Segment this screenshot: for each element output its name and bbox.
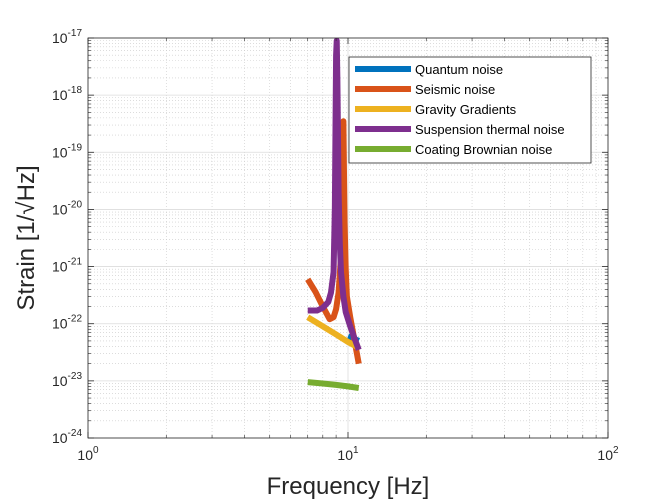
- y-tick-label: 10-19: [52, 142, 82, 160]
- legend-label-quantum-noise: Quantum noise: [415, 62, 503, 77]
- y-tick-label: 10-24: [52, 428, 82, 446]
- y-tick-exponent: -18: [68, 85, 83, 96]
- y-tick-label: 10-22: [52, 314, 82, 332]
- y-tick-base: 10: [52, 373, 68, 389]
- legend-label-coating-brownian-noise: Coating Brownian noise: [415, 142, 552, 157]
- legend-label-gravity-gradients: Gravity Gradients: [415, 102, 517, 117]
- y-tick-label: 10-18: [52, 85, 82, 103]
- y-tick-exponent: -17: [68, 28, 83, 39]
- x-tick-label: 100: [77, 445, 99, 463]
- y-tick-exponent: -23: [68, 371, 83, 382]
- y-axis-label: Strain [1/√Hz]: [13, 165, 40, 310]
- y-tick-exponent: -21: [68, 257, 83, 268]
- y-tick-exponent: -20: [68, 199, 83, 210]
- y-tick-base: 10: [52, 201, 68, 217]
- y-tick-base: 10: [52, 144, 68, 160]
- legend: Quantum noise Seismic noise Gravity Gradie…: [348, 56, 592, 164]
- y-tick-label: 10-21: [52, 257, 82, 275]
- y-tick-base: 10: [52, 430, 68, 446]
- y-tick-base: 10: [52, 259, 68, 275]
- y-tick-exponent: -24: [68, 428, 83, 439]
- series-line-gravity-gradients: [306, 314, 361, 351]
- legend-label-suspension-thermal-noise: Suspension thermal noise: [415, 122, 565, 137]
- x-tick-labels: 100 101 102: [77, 445, 619, 463]
- series-layer: [305, 38, 362, 391]
- y-tick-base: 10: [52, 30, 68, 46]
- x-tick-label: 101: [337, 445, 359, 463]
- x-axis-label: Frequency [Hz]: [267, 473, 430, 500]
- x-tick-exponent: 2: [613, 445, 619, 456]
- y-tick-base: 10: [52, 87, 68, 103]
- legend-label-seismic-noise: Seismic noise: [415, 82, 495, 97]
- x-tick-base: 10: [77, 447, 93, 463]
- y-tick-label: 10-20: [52, 199, 82, 217]
- x-tick-exponent: 1: [353, 445, 359, 456]
- x-tick-base: 10: [337, 447, 353, 463]
- y-tick-exponent: -19: [68, 142, 83, 153]
- y-tick-label: 10-23: [52, 371, 82, 389]
- x-tick-exponent: 0: [93, 445, 99, 456]
- y-tick-label: 10-17: [52, 28, 82, 46]
- x-tick-base: 10: [597, 447, 613, 463]
- y-tick-base: 10: [52, 316, 68, 332]
- series-line-suspension-thermal-noise: [307, 38, 362, 351]
- x-tick-label: 102: [597, 445, 619, 463]
- axis-ticks: [87, 37, 609, 439]
- y-tick-exponent: -22: [68, 314, 83, 325]
- series-line-coating-brownian-noise: [307, 379, 360, 391]
